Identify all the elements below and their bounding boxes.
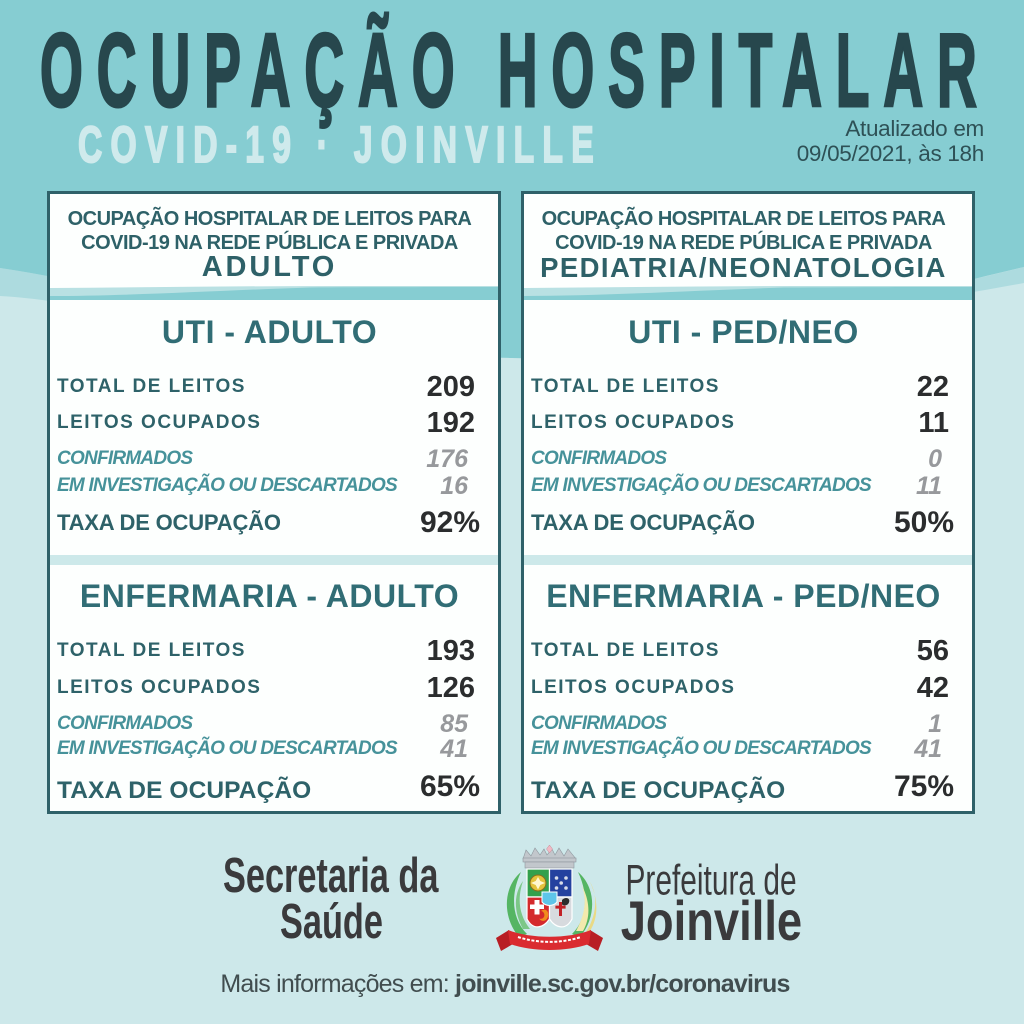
- svg-text:Secretaria da: Secretaria da: [223, 848, 439, 902]
- svg-text:Saúde: Saúde: [280, 894, 383, 948]
- svg-text:OCUPAÇÃO HOSPITALAR: OCUPAÇÃO HOSPITALAR: [40, 12, 991, 128]
- svg-text:COVID-19 · JOINVILLE: COVID-19 · JOINVILLE: [78, 117, 602, 174]
- svg-text:Joinville: Joinville: [621, 889, 802, 952]
- svg-text:Prefeitura de: Prefeitura de: [626, 855, 797, 904]
